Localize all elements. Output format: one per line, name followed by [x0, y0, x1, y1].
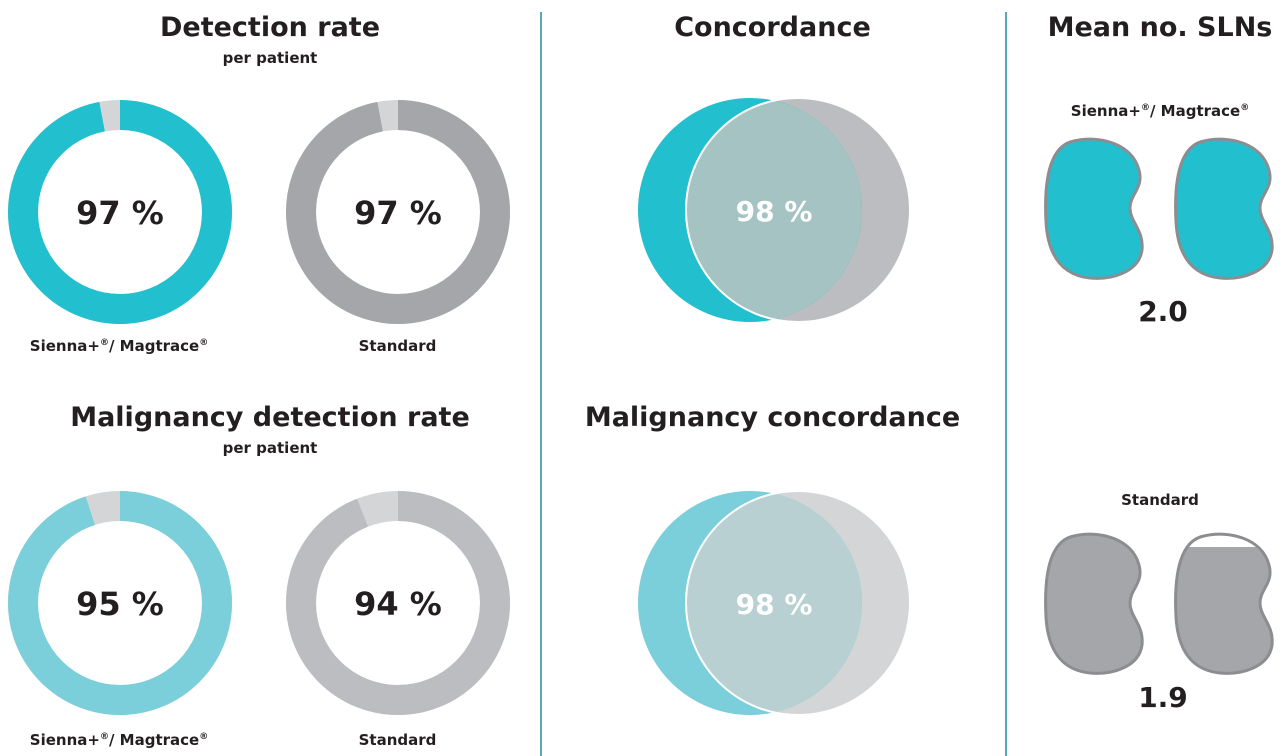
slns-standard-node-2-outline: [1174, 532, 1274, 675]
malignancy-concordance-venn-value: 98 %: [736, 588, 813, 621]
malignancy-standard-label: Standard: [358, 731, 437, 749]
malignancy-detection-rate-subtitle: per patient: [222, 439, 318, 457]
malignancy-concordance-title: Malignancy concordance: [584, 402, 961, 433]
divider-left: [540, 12, 542, 756]
detection-sienna-value: 97 %: [76, 194, 164, 232]
detection-rate-subtitle: per patient: [222, 49, 318, 67]
detection-rate-title: Detection rate: [159, 12, 381, 43]
malignancy-concordance-venn-right-outline: [685, 490, 911, 716]
slns-sienna-node-2: [1174, 137, 1274, 280]
slns-standard-label: Standard: [1121, 491, 1199, 509]
detection-standard-value: 97 %: [354, 194, 442, 232]
malignancy-sienna-donut-arc: [8, 491, 232, 715]
slns-standard-value: 1.9: [1138, 681, 1188, 714]
malignancy-sienna-value: 95 %: [76, 585, 164, 623]
malignancy-standard-value: 94 %: [354, 585, 442, 623]
slns-sienna-label: Sienna+®/ Magtrace®: [1070, 102, 1250, 120]
detection-sienna-donut-arc: [8, 100, 232, 324]
malignancy-concordance-venn-overlap: [686, 493, 863, 713]
slns-standard-node-2-fill: [1175, 547, 1273, 674]
concordance-venn-value: 98 %: [736, 195, 813, 228]
detection-standard-donut-arc: [286, 100, 510, 324]
concordance-venn-overlap: [686, 100, 863, 320]
concordance-venn-right-outline: [685, 97, 911, 323]
detection-sienna-label: Sienna+®/ Magtrace®: [29, 337, 209, 355]
detection-standard-label: Standard: [358, 337, 437, 355]
mean-slns-title: Mean no. SLNs: [1047, 12, 1273, 43]
malignancy-detection-rate-title: Malignancy detection rate: [70, 402, 470, 433]
slns-sienna-node-1: [1044, 137, 1144, 280]
slns-sienna-value: 2.0: [1138, 295, 1188, 328]
malignancy-standard-donut-arc: [286, 491, 510, 715]
concordance-title: Concordance: [674, 12, 871, 43]
divider-right: [1005, 12, 1007, 756]
malignancy-sienna-label: Sienna+®/ Magtrace®: [29, 731, 209, 749]
slns-standard-node-1: [1044, 532, 1144, 675]
